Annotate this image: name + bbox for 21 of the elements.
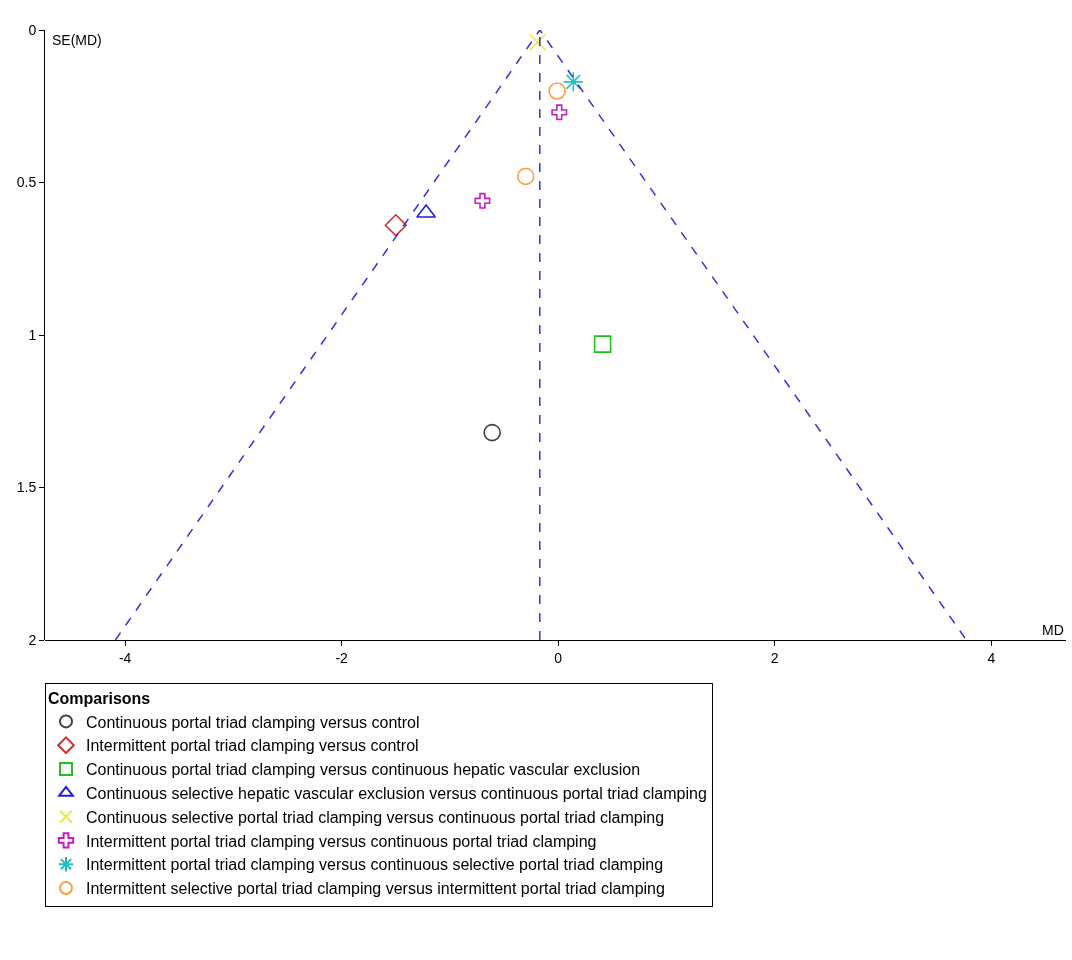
y-tick-label: 0 [28,21,37,38]
legend-title: Comparisons [48,690,151,708]
x-tick-label: 2 [770,649,779,666]
legend-label: Continuous portal triad clamping versus continuous hepatic vascular exclusion [86,761,641,779]
legend-label: Intermittent selective portal triad clamping versus intermittent portal triad clamping [86,880,665,898]
legend-label: Intermittent portal triad clamping versus continuous portal triad clamping [86,832,597,850]
y-tick-label: 1 [28,326,37,343]
y-tick-label: 0.5 [16,174,37,191]
legend-label: Intermittent portal triad clamping versus continuous selective portal triad clamping [86,856,664,874]
x-axis-title: MD [1042,622,1064,638]
legend-label: Continuous selective hepatic vascular exclusion versus continuous portal triad clamping [86,785,707,803]
y-tick-label: 2 [28,631,37,648]
x-tick-label: 0 [554,649,563,666]
x-tick-label: -2 [335,649,349,666]
x-tick-label: -4 [118,649,132,666]
y-tick-label: 1.5 [16,479,37,496]
legend-label: Intermittent portal triad clamping versus control [86,737,419,755]
y-axis-title: SE(MD) [52,32,102,48]
legend-label: Continuous selective portal triad clamping versus continuous portal triad clamping [86,808,665,826]
x-tick-label: 4 [987,649,996,666]
legend-label: Continuous portal triad clamping versus control [86,713,420,731]
